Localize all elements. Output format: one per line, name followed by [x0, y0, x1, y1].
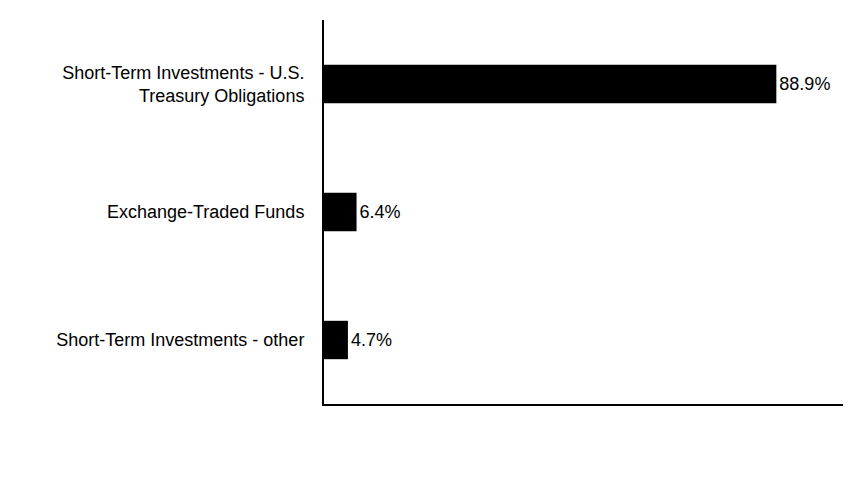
svg-text:Exchange-Traded Funds: Exchange-Traded Funds	[107, 202, 304, 222]
svg-text:4.7%: 4.7%	[351, 330, 392, 350]
svg-text:Short-Term Investments - other: Short-Term Investments - other	[56, 330, 304, 350]
svg-text:88.9%: 88.9%	[779, 74, 830, 94]
svg-text:6.4%: 6.4%	[360, 202, 401, 222]
svg-text:Short-Term Investments - U.S.T: Short-Term Investments - U.S.Treasury Ob…	[62, 63, 304, 106]
